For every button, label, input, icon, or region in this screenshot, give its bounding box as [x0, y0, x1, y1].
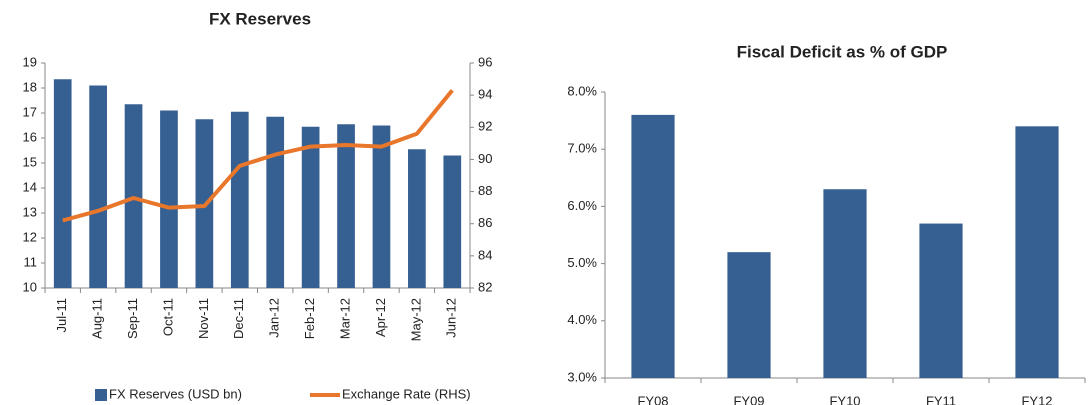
x-tick-label: FY12 — [1021, 393, 1052, 405]
y-tick-label: 7.0% — [567, 141, 597, 156]
bar — [1015, 126, 1059, 378]
bar — [53, 79, 72, 288]
y-tick-label: 13 — [23, 204, 37, 219]
y-tick-label: 14 — [23, 179, 37, 194]
y-tick-label: 3.0% — [567, 369, 597, 384]
y-tick-label: 10 — [23, 279, 37, 294]
bar — [631, 114, 675, 378]
bar — [230, 111, 249, 288]
y-tick-label: 11 — [24, 254, 38, 269]
bar — [89, 85, 107, 288]
bar — [727, 252, 771, 378]
bar — [823, 189, 867, 378]
x-tick-label: Dec-11 — [231, 298, 246, 339]
y-tick-label: 15 — [23, 154, 37, 169]
y-tick-label: 19 — [23, 54, 37, 69]
x-tick-label: Mar-12 — [337, 298, 352, 339]
x-tick-label: Nov-11 — [196, 298, 211, 339]
y2-tick-label: 90 — [478, 151, 492, 166]
bar — [160, 110, 178, 288]
y2-tick-label: 88 — [478, 183, 492, 198]
y-tick-label: 8.0% — [567, 83, 597, 98]
legend-label: Exchange Rate (RHS) — [342, 386, 471, 401]
bar — [372, 125, 391, 288]
x-tick-label: FY08 — [637, 393, 668, 405]
y-tick-label: 12 — [23, 229, 37, 244]
chart-title: FX Reserves — [209, 9, 311, 28]
line — [62, 89, 454, 223]
y2-tick-label: 82 — [478, 279, 492, 294]
x-tick-label: Jul-11 — [54, 298, 69, 332]
y2-tick-label: 94 — [478, 87, 492, 102]
x-tick-label: FY10 — [829, 393, 860, 405]
x-tick-label: Jun-12 — [444, 298, 459, 338]
x-tick-label: Apr-12 — [373, 298, 388, 337]
x-tick-label: May-12 — [408, 298, 423, 341]
x-tick-label: Oct-11 — [160, 298, 175, 336]
y-tick-label: 18 — [23, 79, 37, 94]
legend-label: FX Reserves (USD bn) — [109, 386, 242, 401]
y-tick-label: 4.0% — [567, 312, 597, 327]
y-tick-label: 16 — [23, 129, 37, 144]
y-tick-label: 17 — [23, 104, 37, 119]
bar — [337, 124, 355, 288]
x-tick-label: FY11 — [926, 393, 956, 405]
x-tick-label: Feb-12 — [302, 298, 317, 339]
y2-tick-label: 96 — [478, 54, 492, 69]
legend-swatch — [95, 389, 107, 401]
y2-tick-label: 92 — [478, 119, 492, 134]
bar — [443, 155, 462, 288]
x-tick-label: Jan-12 — [267, 298, 282, 338]
x-tick-label: Aug-11 — [90, 298, 105, 339]
y2-tick-label: 84 — [478, 247, 492, 262]
bar — [408, 149, 426, 288]
chart-title: Fiscal Deficit as % of GDP — [737, 42, 948, 61]
x-tick-label: Sep-11 — [125, 298, 140, 339]
y-tick-label: 6.0% — [567, 198, 597, 213]
bar — [301, 126, 320, 288]
bar — [919, 223, 963, 378]
x-tick-label: FY09 — [733, 393, 764, 405]
y2-tick-label: 86 — [478, 215, 492, 230]
y-tick-label: 5.0% — [567, 255, 597, 270]
bar — [266, 116, 285, 288]
